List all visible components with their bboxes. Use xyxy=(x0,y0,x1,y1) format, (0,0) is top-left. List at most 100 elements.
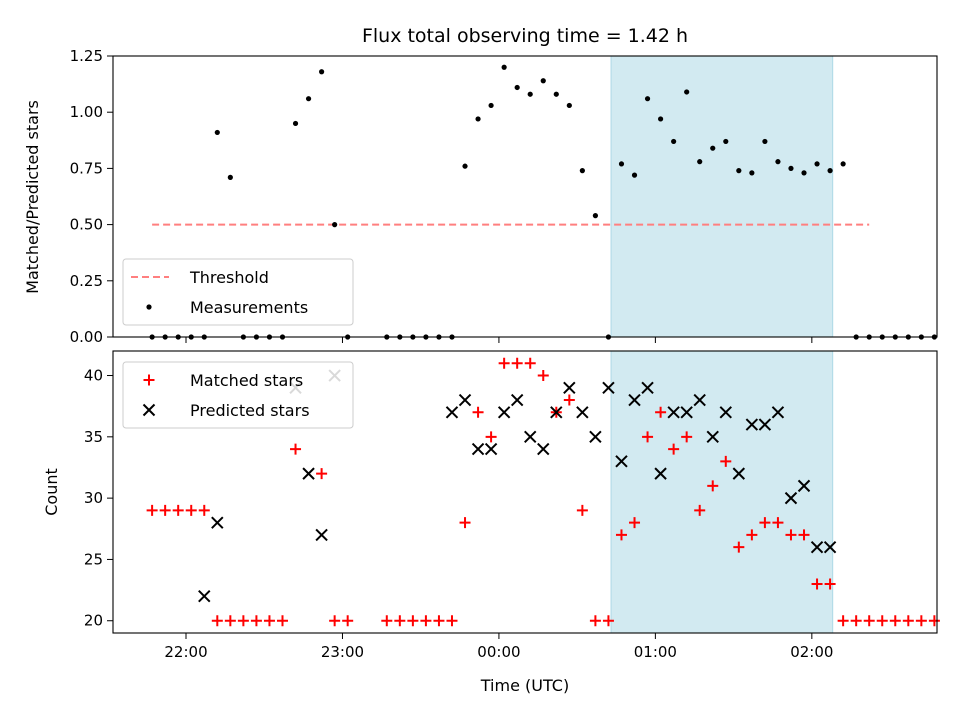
matched-star-point xyxy=(602,615,614,627)
y-tick-label: 20 xyxy=(84,612,103,630)
measurement-point xyxy=(553,91,559,97)
matched-star-point xyxy=(876,615,888,627)
predicted-star-point xyxy=(445,406,459,419)
legend-box xyxy=(122,258,354,326)
x-tick-label: 02:00 xyxy=(790,643,833,661)
measurement-point xyxy=(840,161,846,167)
predicted-star-point xyxy=(680,406,693,419)
legend-swatch-predicted xyxy=(142,403,156,417)
predicted-star-point xyxy=(563,381,576,394)
predicted-star-point xyxy=(458,393,472,407)
predicted-star-point xyxy=(211,516,224,529)
matched-star-point xyxy=(720,455,732,467)
matched-star-point xyxy=(381,615,393,627)
measurement-point xyxy=(579,168,585,174)
predicted-star-point xyxy=(550,406,563,419)
y-tick-label: 25 xyxy=(84,550,103,568)
predicted-star-point xyxy=(745,418,759,431)
bottom-y-axis-label: Count xyxy=(42,468,61,516)
y-tick-label: 0.75 xyxy=(70,159,103,177)
matched-star-point xyxy=(668,443,680,455)
measurement-point xyxy=(514,84,520,91)
matched-star-point xyxy=(420,615,432,627)
measurement-point xyxy=(592,213,599,219)
y-tick-label: 0.25 xyxy=(70,272,103,290)
measurement-point xyxy=(305,96,312,102)
matched-star-point xyxy=(811,578,823,590)
measurement-point xyxy=(801,170,807,176)
measurement-point xyxy=(501,64,507,70)
matched-star-point xyxy=(772,517,784,529)
measurement-point xyxy=(332,222,338,228)
measurement-point xyxy=(227,174,233,180)
axes-frame xyxy=(112,55,938,338)
matched-star-point xyxy=(485,431,497,443)
legend-swatch-matched xyxy=(143,374,155,386)
y-tick-label: 35 xyxy=(84,428,103,446)
x-tick-label: 01:00 xyxy=(634,643,677,661)
matched-star-point xyxy=(707,480,719,492)
predicted-star-point xyxy=(198,590,211,603)
matched-star-point xyxy=(498,357,510,369)
measurement-point xyxy=(749,170,755,176)
predicted-star-point xyxy=(497,406,511,419)
matched-star-point xyxy=(915,615,927,627)
x-tick-label: 22:00 xyxy=(164,643,207,661)
measurement-point xyxy=(566,102,572,109)
predicted-star-point xyxy=(589,430,602,444)
matched-star-point xyxy=(316,468,328,480)
measurement-point xyxy=(762,138,768,145)
predicted-star-point xyxy=(628,393,641,407)
matched-star-point xyxy=(850,615,862,627)
matched-star-point xyxy=(798,529,810,541)
predicted-star-point xyxy=(315,528,328,542)
predicted-star-point xyxy=(732,467,746,480)
matched-star-point xyxy=(537,370,549,382)
predicted-star-point xyxy=(510,393,524,407)
predicted-star-point xyxy=(654,467,667,480)
measurement-point xyxy=(488,102,494,109)
matched-star-point xyxy=(837,615,849,627)
matched-star-point xyxy=(433,615,445,627)
matched-star-point xyxy=(342,615,354,627)
predicted-star-point xyxy=(823,540,837,554)
measurement-point xyxy=(462,163,468,169)
predicted-star-point xyxy=(706,430,719,444)
matched-star-point xyxy=(824,578,836,590)
measurement-point xyxy=(540,78,546,84)
measurement-point xyxy=(788,165,794,171)
predicted-star-point xyxy=(484,442,498,456)
measurement-point xyxy=(618,161,625,167)
predicted-star-point xyxy=(784,491,798,505)
measurement-point xyxy=(292,120,299,127)
predicted-star-point xyxy=(693,393,706,407)
predicted-star-point xyxy=(797,479,811,493)
matched-star-point xyxy=(237,615,249,627)
matched-star-point xyxy=(576,504,588,516)
predicted-star-point xyxy=(302,467,315,480)
predicted-star-point xyxy=(615,455,628,468)
measurement-point xyxy=(684,89,690,95)
matched-star-point xyxy=(146,504,158,516)
predicted-star-point xyxy=(602,381,615,394)
matched-star-point xyxy=(694,504,706,516)
predicted-star-point xyxy=(667,406,680,419)
matched-star-point xyxy=(733,541,745,553)
matched-star-point xyxy=(615,529,627,541)
matched-star-point xyxy=(472,406,484,418)
matched-star-point xyxy=(394,615,406,627)
y-tick-label: 30 xyxy=(84,489,103,507)
matched-star-point xyxy=(785,529,797,541)
measurement-point xyxy=(319,69,325,75)
matched-star-point xyxy=(407,615,419,627)
matched-star-point xyxy=(211,615,223,627)
matched-star-point xyxy=(629,517,641,529)
measurement-point xyxy=(657,116,664,122)
matched-star-point xyxy=(459,517,471,529)
matched-star-point xyxy=(263,615,275,627)
legend-label: Predicted stars xyxy=(190,401,310,420)
x-axis-label: Time (UTC) xyxy=(480,676,569,695)
top-axes: 0.00 0.25 0.50 0.75 1.00 1.25 Threshold Measure… xyxy=(70,47,938,346)
matched-star-point xyxy=(250,615,262,627)
